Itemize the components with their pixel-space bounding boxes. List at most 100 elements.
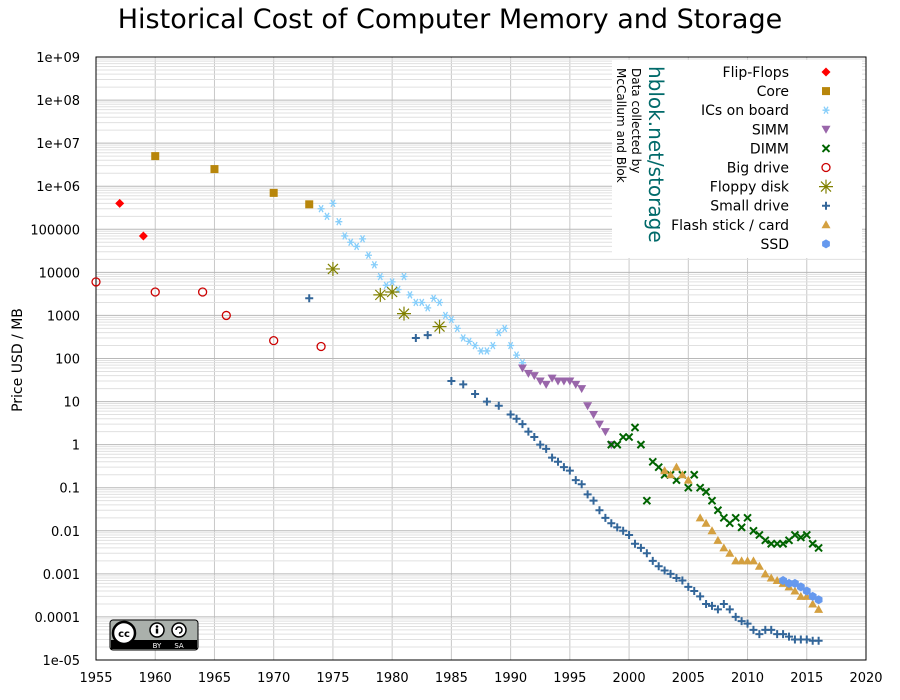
legend-label: ICs on board	[701, 103, 789, 119]
data-point-small-drive	[577, 480, 586, 489]
data-point-core	[151, 152, 160, 161]
legend-label: Flip-Flops	[723, 65, 789, 81]
data-point-ssd	[779, 576, 787, 586]
data-point-small-drive	[447, 377, 456, 386]
data-point-small-drive	[571, 476, 580, 485]
credit-annotation-line-2: McCallum and Blok	[614, 68, 628, 183]
data-point-ssd	[808, 591, 817, 601]
data-point-simm	[589, 411, 599, 420]
data-point-small-drive	[542, 444, 551, 453]
data-point-flash-stick-card	[660, 466, 670, 475]
data-point-ics-on-board	[353, 242, 361, 251]
data-point-flash-stick-card	[701, 518, 711, 527]
data-point-small-drive	[719, 599, 728, 608]
data-point-dimm	[808, 539, 817, 548]
data-point-ics-on-board	[376, 272, 384, 281]
data-point-small-drive	[506, 410, 515, 419]
data-point-floppy-disk	[325, 261, 340, 276]
x-tick-label: 2020	[849, 671, 882, 686]
data-point-dimm	[630, 423, 640, 432]
data-point-small-drive	[601, 513, 610, 522]
data-point-dimm	[690, 470, 699, 479]
data-point-core	[305, 200, 314, 209]
data-point-small-drive	[494, 401, 503, 410]
data-point-ics-on-board	[335, 217, 343, 226]
legend-marker	[822, 239, 830, 249]
data-point-flash-stick-card	[737, 556, 747, 565]
data-point-flash-stick-card	[731, 556, 741, 565]
legend-marker	[822, 106, 830, 115]
legend: Flip-Flops Core ICs on board SIMM DIMM Big dr…	[612, 60, 862, 258]
data-point-small-drive	[696, 592, 705, 601]
data-point-small-drive	[518, 420, 527, 429]
axes: 1955 1960 1965 1970 1975 1980 1985 1990 1995 2000…	[30, 51, 882, 686]
legend-marker	[821, 125, 831, 134]
data-point-big-drive	[269, 335, 279, 346]
y-tick-label: 0.1	[59, 482, 80, 497]
data-point-small-drive	[583, 490, 592, 499]
x-tick-label: 1970	[257, 671, 290, 686]
data-point-small-drive	[684, 582, 693, 591]
series-floppy-disk	[325, 261, 447, 334]
x-tick-label: 1975	[316, 671, 349, 686]
data-point-flash-stick-card	[808, 599, 818, 608]
data-point-small-drive	[814, 636, 823, 645]
data-point-small-drive	[536, 440, 545, 449]
data-point-simm	[541, 380, 551, 389]
data-point-small-drive	[779, 630, 788, 639]
data-point-ics-on-board	[412, 298, 420, 307]
data-point-simm	[529, 372, 539, 381]
data-point-small-drive	[631, 539, 639, 548]
data-point-ics-on-board	[329, 199, 337, 208]
data-point-small-drive	[595, 506, 604, 515]
data-point-dimm	[642, 496, 652, 505]
data-point-dimm	[713, 506, 723, 515]
data-point-ics-on-board	[370, 260, 378, 269]
data-point-ssd	[802, 586, 811, 596]
data-point-ics-on-board	[513, 351, 521, 359]
data-point-dimm	[613, 440, 622, 449]
data-point-ics-on-board	[489, 341, 497, 350]
data-point-ssd	[785, 578, 793, 588]
y-tick-label: 1e+08	[36, 94, 80, 109]
data-point-small-drive	[530, 433, 539, 442]
data-point-small-drive	[743, 619, 752, 628]
data-point-flash-stick-card	[725, 548, 735, 557]
data-point-ics-on-board	[341, 232, 349, 240]
data-point-ics-on-board	[465, 337, 473, 346]
data-point-dimm	[737, 523, 746, 532]
series-ssd	[779, 576, 823, 605]
annotation: hblok.net/storage Data collected by McCa…	[614, 66, 668, 243]
data-point-ics-on-board	[323, 212, 331, 221]
data-point-small-drive	[672, 574, 681, 583]
data-point-dimm	[731, 513, 740, 523]
data-point-small-drive	[755, 630, 764, 639]
data-point-dimm	[624, 432, 634, 442]
data-point-flash-stick-card	[748, 556, 758, 565]
data-point-small-drive	[524, 427, 533, 436]
data-point-floppy-disk	[385, 284, 400, 299]
data-point-dimm	[701, 487, 711, 497]
chart-title: Historical Cost of Computer Memory and S…	[117, 4, 783, 35]
legend-marker	[822, 87, 830, 96]
y-tick-label: 1e+06	[36, 180, 80, 195]
data-point-small-drive	[625, 530, 634, 539]
license-badge: cc BY SA	[109, 619, 199, 651]
data-point-small-drive	[411, 333, 420, 342]
data-point-small-drive	[589, 496, 598, 505]
data-point-dimm	[684, 483, 693, 492]
data-point-ics-on-board	[317, 204, 325, 213]
data-point-flash-stick-card	[671, 462, 681, 471]
data-point-ics-on-board	[400, 272, 408, 281]
data-point-ics-on-board	[495, 328, 503, 337]
data-point-simm	[523, 369, 533, 378]
y-tick-label: 0.0001	[35, 611, 81, 626]
data-point-big-drive	[150, 287, 160, 297]
data-point-dimm	[636, 440, 646, 449]
data-point-simm	[583, 402, 593, 411]
data-point-ics-on-board	[459, 334, 467, 342]
legend-marker	[821, 162, 831, 173]
series-small-drive	[305, 294, 823, 645]
x-tick-label: 2000	[613, 671, 646, 686]
data-point-big-drive	[316, 341, 326, 352]
